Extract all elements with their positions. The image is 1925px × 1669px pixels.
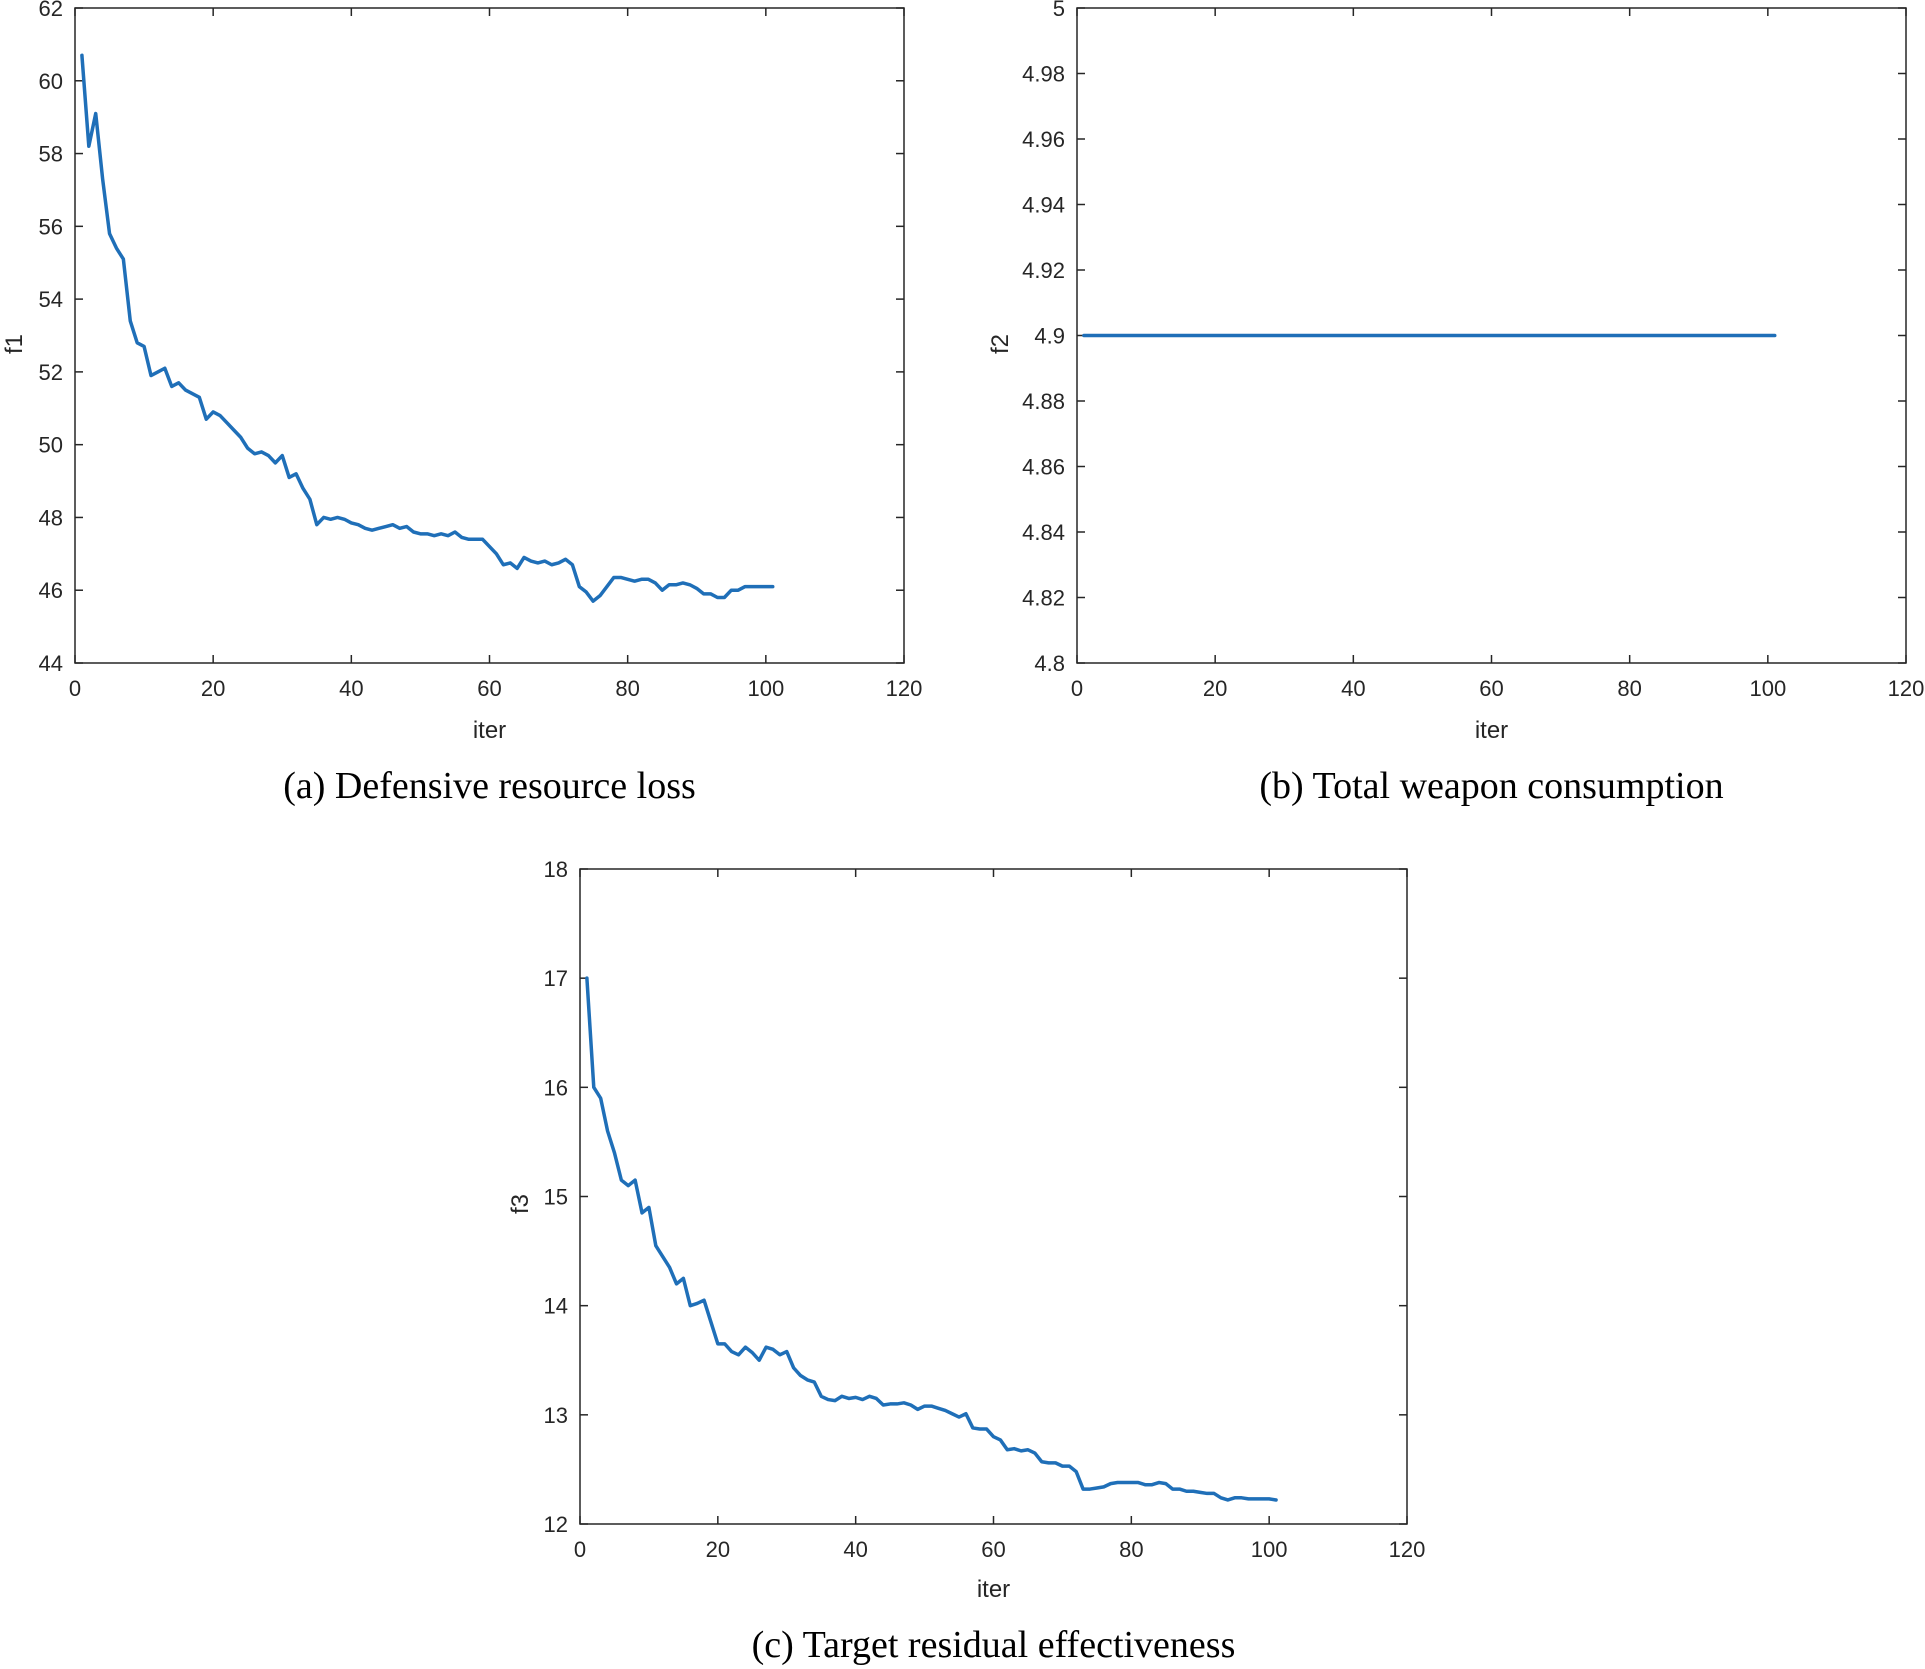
y-tick-label-a: 54 [39,287,63,312]
series-layer-c [585,976,1278,1502]
y-axis-label-c: f3 [507,1194,534,1214]
y-tick-label-a: 60 [39,69,63,94]
caption-a: (a) Defensive resource loss [283,765,696,807]
x-tick-label-a: 20 [201,676,225,701]
x-tick-label-a: 0 [69,676,81,701]
x-tick-label-c: 60 [981,1537,1005,1562]
series-layer-a [80,53,775,603]
x-tick-label-b: 20 [1203,676,1227,701]
y-tick-label-b: 4.98 [1022,62,1065,87]
ticks-a: 0 20 40 60 80 100 120 44 46 48 50 52 54 56 58 60 62 [39,0,923,701]
x-tick-label-c: 100 [1251,1537,1288,1562]
x-axis-label-b: iter [1475,717,1508,744]
series-line-c [585,976,1278,1502]
caption-c: (c) Target residual effectiveness [752,1624,1236,1666]
y-tick-label-a: 52 [39,360,63,385]
x-tick-label-c: 40 [843,1537,867,1562]
y-tick-label-b: 5 [1053,0,1065,21]
y-tick-label-b: 4.88 [1022,389,1065,414]
y-tick-label-b: 4.9 [1034,324,1065,349]
x-tick-label-b: 80 [1617,676,1641,701]
x-axis-label-a: iter [473,717,506,744]
series-line-a [80,53,775,603]
y-tick-label-c: 12 [544,1512,568,1537]
x-tick-label-a: 120 [886,676,923,701]
y-tick-label-b: 4.96 [1022,127,1065,152]
y-tick-label-a: 50 [39,433,63,458]
y-tick-label-b: 4.94 [1022,193,1065,218]
x-tick-label-b: 40 [1341,676,1365,701]
y-tick-label-c: 17 [544,966,568,991]
x-tick-label-b: 60 [1479,676,1503,701]
y-tick-label-c: 15 [544,1185,568,1210]
x-axis-label-c: iter [977,1576,1010,1603]
x-tick-label-b: 0 [1071,676,1083,701]
panel-c: 0 20 40 60 80 100 120 12 13 14 15 16 17 18 iter f3 (c… [507,857,1425,1666]
plot-area-a [74,7,905,664]
x-tick-label-b: 100 [1749,676,1786,701]
y-tick-label-b: 4.8 [1034,651,1065,676]
y-tick-label-a: 56 [39,214,63,239]
x-tick-label-c: 120 [1389,1537,1426,1562]
y-tick-label-c: 16 [544,1075,568,1100]
x-tick-label-b: 120 [1888,676,1925,701]
y-tick-label-b: 4.84 [1022,520,1065,545]
x-tick-label-a: 40 [339,676,363,701]
y-tick-label-a: 48 [39,505,63,530]
panel-a: 0 20 40 60 80 100 120 44 46 48 50 52 54 56 58 60 62 iter… [1,0,922,807]
panel-b: 0 20 40 60 80 100 120 4.8 4.82 4.84 4.86 4.88 4.9 4.9… [987,0,1924,807]
y-tick-label-a: 58 [39,142,63,167]
plot-area-c [579,868,1408,1525]
y-tick-label-b: 4.92 [1022,258,1065,283]
y-tick-label-a: 46 [39,578,63,603]
x-tick-label-a: 60 [477,676,501,701]
caption-b: (b) Total weapon consumption [1259,765,1723,807]
y-axis-label-b: f2 [987,334,1014,354]
y-tick-label-c: 13 [544,1403,568,1428]
y-tick-label-a: 62 [39,0,63,21]
x-tick-label-c: 0 [574,1537,586,1562]
y-tick-label-c: 18 [544,857,568,882]
y-axis-label-a: f1 [1,334,28,354]
y-tick-label-b: 4.86 [1022,455,1065,480]
x-tick-label-a: 80 [615,676,639,701]
ticks-c: 0 20 40 60 80 100 120 12 13 14 15 16 17 18 [544,857,1426,1562]
y-tick-label-a: 44 [39,651,63,676]
y-tick-label-c: 14 [544,1294,568,1319]
x-tick-label-c: 80 [1119,1537,1143,1562]
x-tick-label-c: 20 [706,1537,730,1562]
x-tick-label-a: 100 [747,676,784,701]
y-tick-label-b: 4.82 [1022,586,1065,611]
ticks-b: 0 20 40 60 80 100 120 4.8 4.82 4.84 4.86 4.88 4.9 4.9… [1022,0,1924,701]
